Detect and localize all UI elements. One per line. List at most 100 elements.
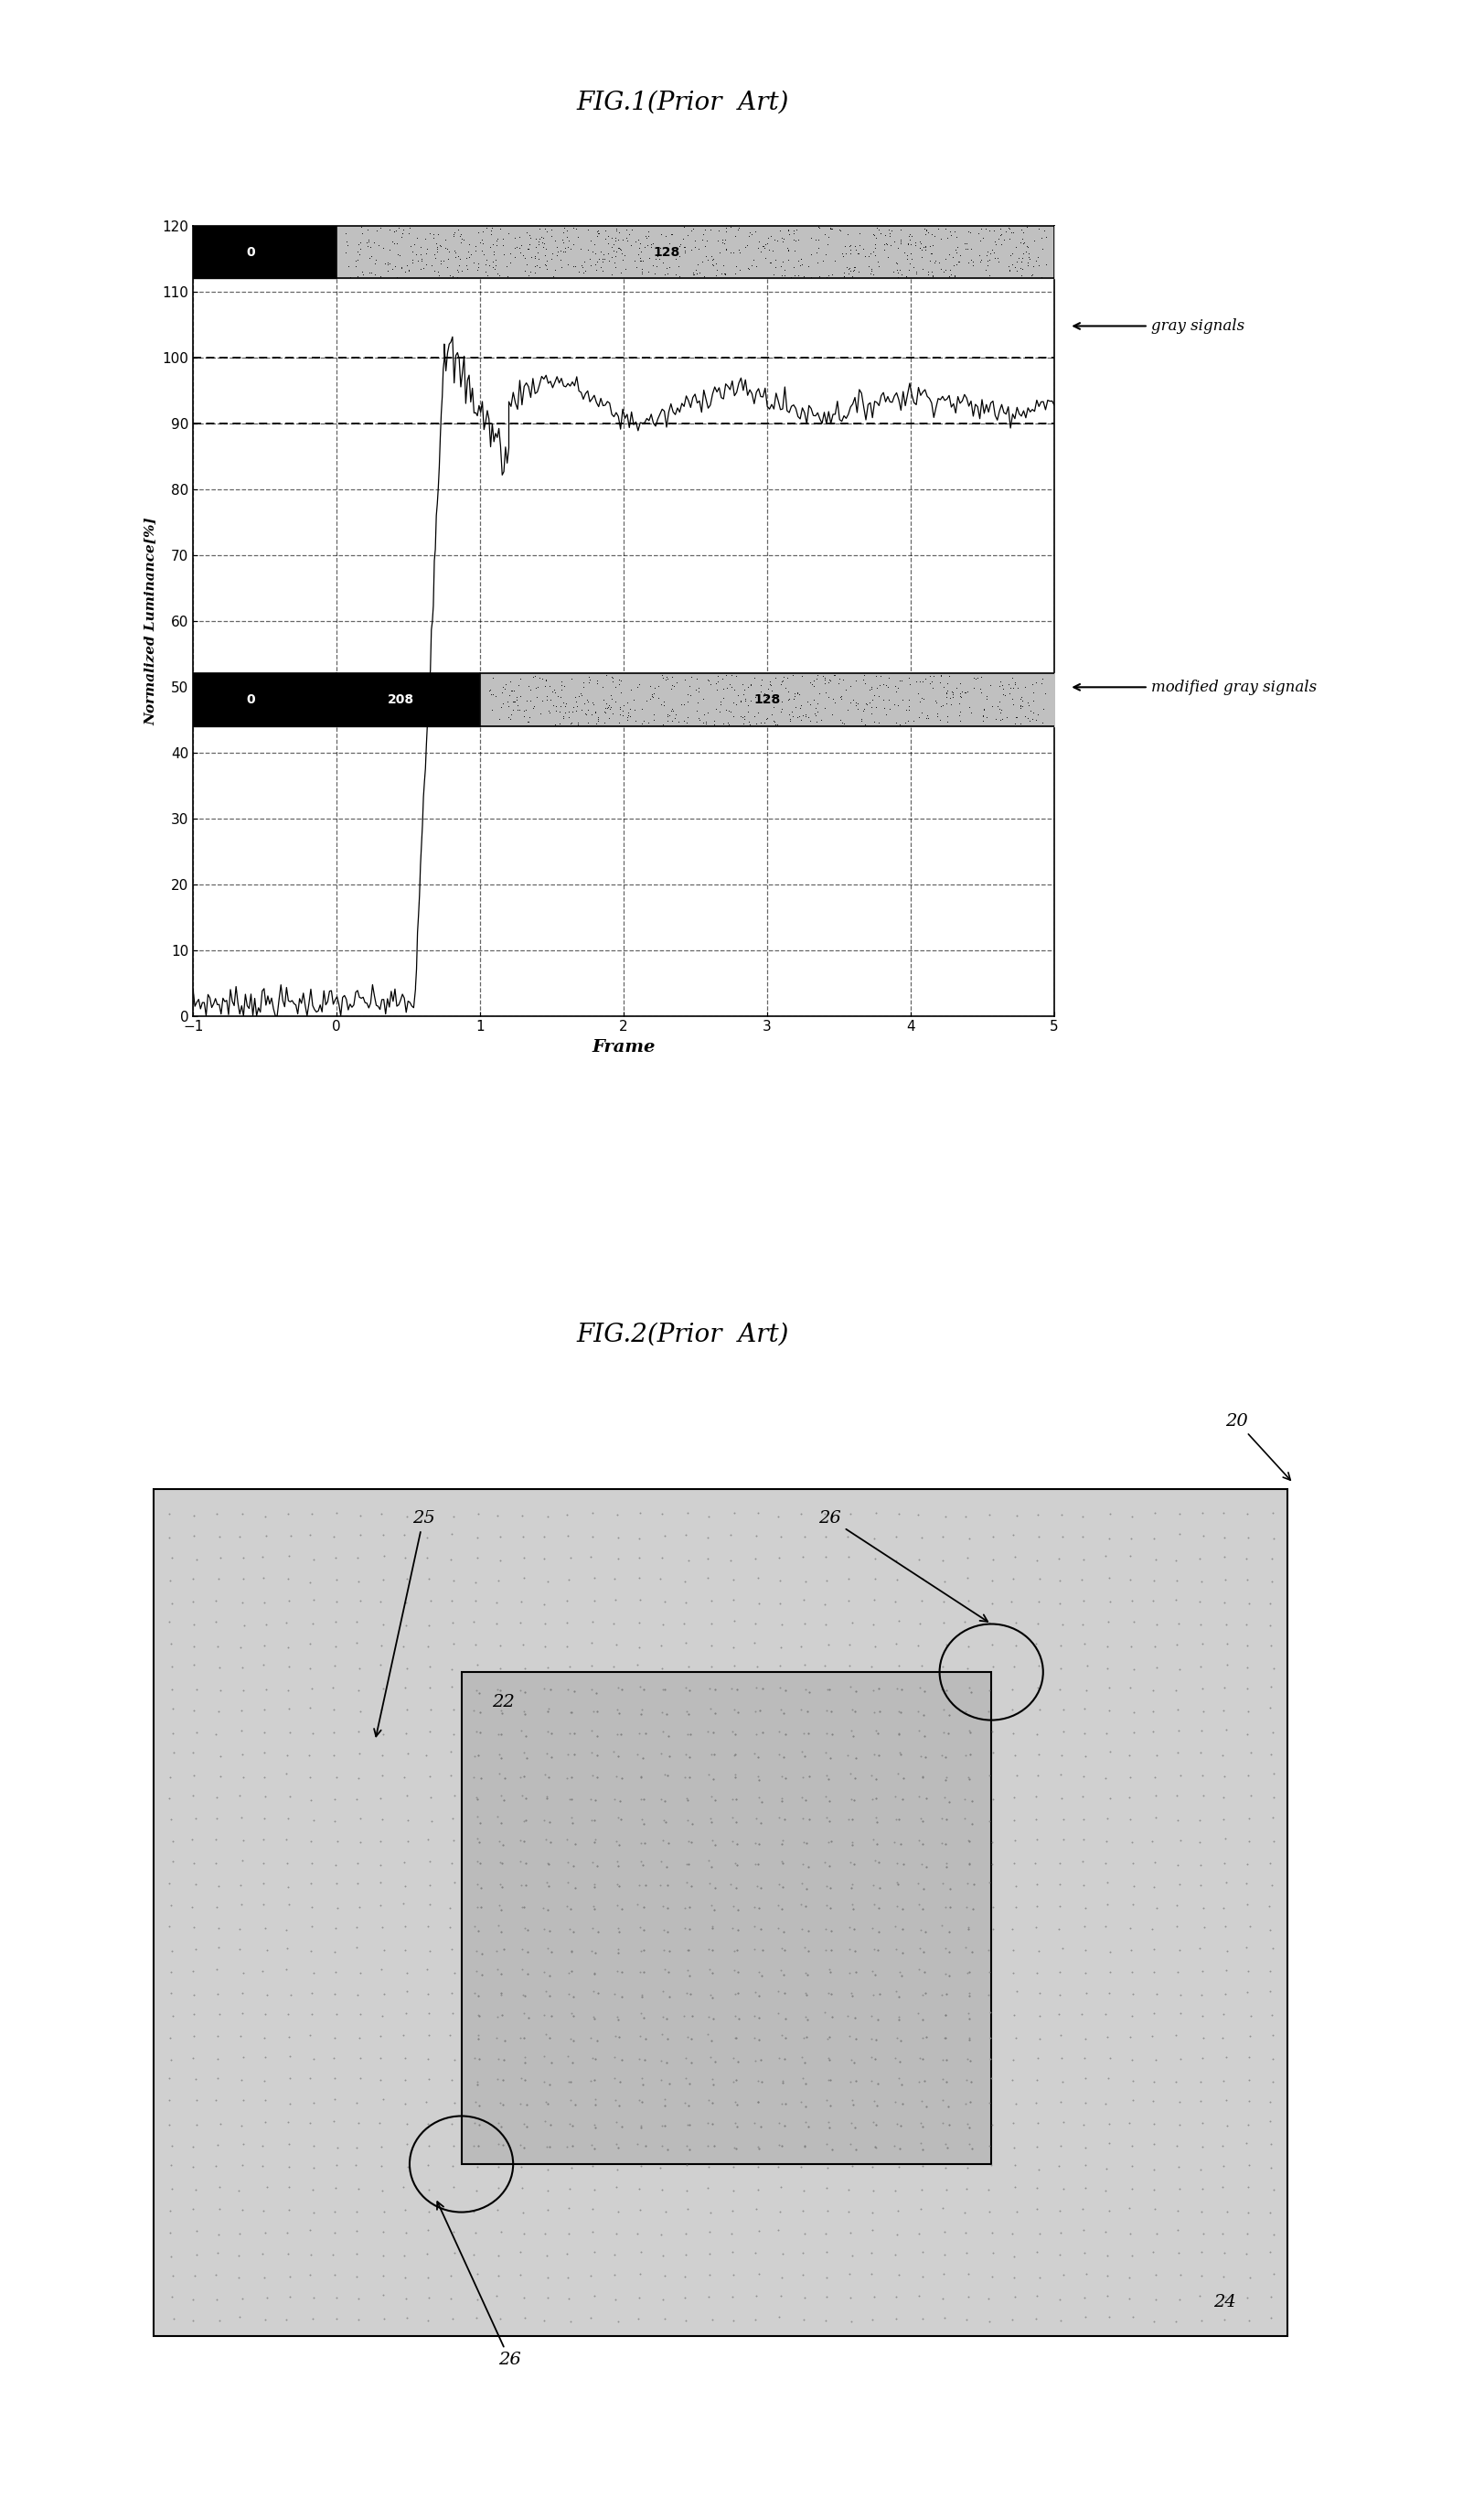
Point [1166, 2280, 1190, 2320]
Point [184, 2169, 208, 2210]
Point [579, 2297, 603, 2337]
Point [1097, 1557, 1120, 1598]
Point [536, 2169, 559, 2210]
Point [488, 1713, 512, 1753]
Point [595, 687, 619, 727]
Point [1209, 1736, 1233, 1776]
Point [525, 667, 549, 707]
Point [772, 1974, 795, 2014]
Point [208, 1670, 232, 1710]
Point [368, 1645, 392, 1685]
Point [763, 657, 787, 697]
Point [1238, 1776, 1261, 1816]
Point [600, 253, 623, 293]
Point [886, 1713, 910, 1753]
Point [414, 1736, 438, 1776]
Point [503, 228, 527, 268]
Point [791, 256, 815, 296]
Point [696, 1710, 720, 1751]
Point [910, 2129, 933, 2169]
Point [702, 1713, 726, 1753]
Point [925, 695, 948, 735]
Point [1049, 2212, 1073, 2252]
Point [789, 1690, 813, 1731]
Point [395, 246, 418, 286]
Point [1071, 2104, 1095, 2144]
Point [456, 231, 479, 271]
Point [436, 231, 460, 271]
Point [508, 1603, 531, 1643]
Point [481, 657, 505, 697]
Point [631, 700, 654, 740]
Point [988, 700, 1012, 740]
Point [1238, 1733, 1261, 1773]
Point [603, 1580, 626, 1620]
Point [549, 677, 573, 717]
Point [1214, 2036, 1238, 2077]
Point [840, 256, 864, 296]
Point [700, 2082, 724, 2122]
Point [1046, 2280, 1070, 2320]
Point [1048, 1583, 1071, 1623]
Point [945, 226, 969, 266]
Point [858, 233, 881, 273]
Point [1071, 2277, 1095, 2317]
Point [629, 2147, 653, 2187]
Point [976, 1929, 1000, 1969]
Point [580, 1756, 604, 1796]
Point [516, 665, 540, 705]
Point [439, 1580, 463, 1620]
Point [585, 1736, 608, 1776]
Point [1048, 1974, 1071, 2014]
Point [1025, 238, 1049, 278]
Point [518, 680, 542, 720]
Point [254, 1909, 278, 1949]
Point [650, 655, 674, 695]
Point [801, 667, 825, 707]
Point [720, 2232, 743, 2272]
Point [278, 1580, 301, 1620]
Point [653, 2297, 677, 2337]
Point [395, 1560, 418, 1600]
Point [925, 695, 948, 735]
Point [533, 223, 556, 263]
Point [396, 213, 420, 253]
Point [488, 1517, 512, 1557]
Point [301, 1713, 325, 1753]
Point [674, 1583, 697, 1623]
Point [537, 692, 561, 732]
Point [381, 211, 405, 251]
Point [923, 241, 947, 281]
Point [886, 256, 910, 296]
Point [932, 1583, 956, 1623]
Point [990, 665, 1014, 705]
Point [742, 1971, 766, 2011]
Point [439, 2104, 463, 2144]
Point [911, 1931, 935, 1971]
Point [956, 1821, 979, 1861]
Point [1211, 1994, 1235, 2034]
Point [555, 1580, 579, 1620]
Point [974, 208, 997, 248]
Point [743, 2232, 767, 2272]
Point [552, 228, 576, 268]
Point [859, 2036, 883, 2077]
Point [776, 672, 800, 712]
Point [551, 682, 574, 722]
Point [877, 213, 901, 253]
Point [933, 1994, 957, 2034]
Point [536, 2277, 559, 2317]
Point [632, 1778, 656, 1818]
Point [956, 2277, 979, 2317]
Point [251, 1951, 275, 1991]
Point [886, 1753, 910, 1793]
Point [838, 1778, 862, 1818]
Point [703, 1868, 727, 1909]
Point [417, 1560, 441, 1600]
Point [531, 1585, 555, 1625]
Point [971, 700, 994, 740]
Point [700, 2300, 724, 2340]
Point [252, 1843, 276, 1884]
Point [1002, 1994, 1025, 2034]
Point [908, 1929, 932, 1969]
